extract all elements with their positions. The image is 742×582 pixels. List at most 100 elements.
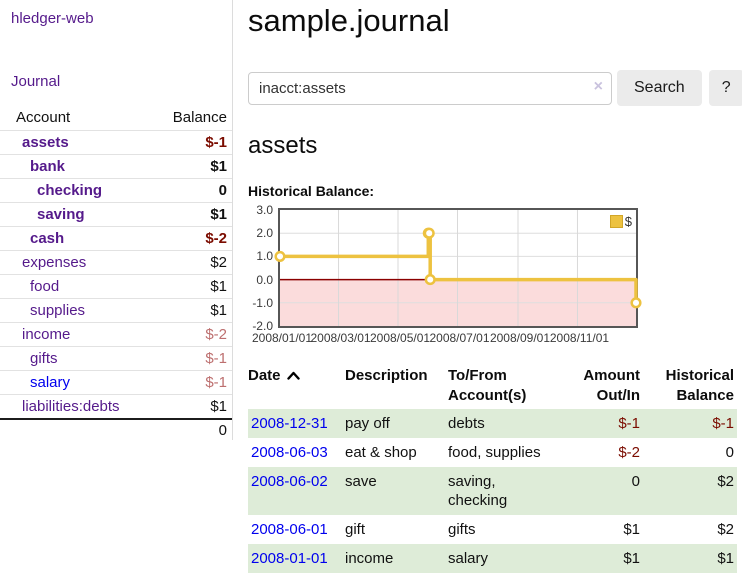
sidebar-account-balance: $-1 xyxy=(205,134,227,151)
column-header-date[interactable]: Date xyxy=(248,364,345,409)
register-row: 2008-06-02 save saving, checking 0 $2 xyxy=(248,467,737,515)
date-cell: 2008-12-31 xyxy=(248,409,345,438)
register-row: 2008-06-03 eat & shop food, supplies $-2 0 xyxy=(248,438,737,467)
x-axis-tick-label: 2008/11/01 xyxy=(549,331,610,345)
historical-balance-chart: 3.0 2.0 1.0 0.0 -1.0 -2.0 $ 2008/01/01 2008/03… xyxy=(248,203,742,345)
sidebar-account-balance: $1 xyxy=(210,278,227,295)
x-axis-tick-label: 2008/01/01 xyxy=(251,331,313,345)
y-axis-tick-label: 1.0 xyxy=(256,249,273,264)
register-row: 2008-01-01 income salary $1 $1 xyxy=(248,544,737,573)
help-button[interactable]: ? xyxy=(708,70,742,106)
sidebar-account-row: assets $-1 xyxy=(0,130,232,154)
sidebar-account-link[interactable]: income xyxy=(22,326,71,343)
y-axis-tick-label: 0.0 xyxy=(256,272,273,287)
sidebar-account-link[interactable]: checking xyxy=(37,182,103,199)
balance-column-header: Balance xyxy=(172,109,227,126)
column-header-description[interactable]: Description xyxy=(345,367,428,384)
amount-cell: $-1 xyxy=(618,415,640,432)
date-cell: 2008-01-01 xyxy=(248,544,345,573)
sidebar-account-link[interactable]: assets xyxy=(22,134,69,151)
chart-label: Historical Balance: xyxy=(248,183,375,199)
y-axis-tick-label: 2.0 xyxy=(256,226,273,241)
date-cell: 2008-06-01 xyxy=(248,515,345,544)
account-heading: assets xyxy=(248,132,318,159)
sidebar-account-balance: $-2 xyxy=(205,230,227,247)
balance-cell: $2 xyxy=(717,521,734,538)
sort-asc-icon xyxy=(286,371,300,380)
sidebar-item-journal[interactable]: Journal xyxy=(11,73,61,90)
accounts-table: Account Balance assets $-1 bank $1 checking 0… xyxy=(0,107,232,440)
x-axis-tick-label: 2008/05/01 xyxy=(369,331,431,345)
amount-cell: $1 xyxy=(623,521,640,538)
sidebar-account-row: expenses $2 xyxy=(0,250,232,274)
column-header-to-from-account-s[interactable]: To/From Account(s) xyxy=(448,367,527,404)
search-input-wrap: × xyxy=(248,71,612,105)
transaction-date-link[interactable]: 2008-06-01 xyxy=(251,521,328,538)
sidebar-account-balance: $2 xyxy=(210,254,227,271)
sidebar-account-link[interactable]: cash xyxy=(30,230,65,247)
transaction-date-link[interactable]: 2008-12-31 xyxy=(251,415,328,432)
amount-cell: 0 xyxy=(631,473,640,490)
sidebar-account-row: salary $-1 xyxy=(0,370,232,394)
balance-cell: $2 xyxy=(717,473,734,490)
date-cell: 2008-06-03 xyxy=(248,438,345,467)
sidebar-account-row: bank $1 xyxy=(0,154,232,178)
legend-swatch xyxy=(609,215,623,228)
app-title-link[interactable]: hledger-web xyxy=(11,10,94,27)
sidebar-account-row: liabilities:debts $1 xyxy=(0,394,232,418)
balance-cell: $1 xyxy=(717,550,734,567)
search-form: × Search ? xyxy=(248,70,742,106)
register-header-row: Date Description To/From Account(s) Amount … xyxy=(248,364,737,409)
date-cell: 2008-06-02 xyxy=(248,467,345,515)
accounts-cell: saving, checking xyxy=(448,473,508,509)
register-table: Date Description To/From Account(s) Amount … xyxy=(248,364,737,573)
x-axis-tick-label: 2008/03/01 xyxy=(310,331,371,345)
sidebar-account-balance: $-2 xyxy=(205,326,227,343)
register-row: 2008-06-01 gift gifts $1 $2 xyxy=(248,515,737,544)
account-column-header: Account xyxy=(16,109,71,126)
sidebar-account-row: saving $1 xyxy=(0,202,232,226)
sidebar-account-balance: $-1 xyxy=(205,374,227,391)
sidebar-account-link[interactable]: salary xyxy=(30,374,71,391)
sidebar-account-link[interactable]: saving xyxy=(37,206,85,223)
column-header-amount-out-in[interactable]: Amount Out/In xyxy=(583,367,640,404)
sidebar-account-balance: $1 xyxy=(210,302,227,319)
sidebar-account-link[interactable]: liabilities:debts xyxy=(22,398,120,415)
amount-cell: $1 xyxy=(623,550,640,567)
chart-legend: $ xyxy=(609,214,632,229)
chart-canvas xyxy=(274,210,642,326)
clear-search-icon[interactable]: × xyxy=(593,77,603,95)
description-cell: income xyxy=(345,550,394,567)
sidebar-account-row: checking 0 xyxy=(0,178,232,202)
x-axis-tick-label: 2008/09/01 xyxy=(489,331,550,345)
accounts-table-header: Account Balance xyxy=(0,107,232,130)
legend-label: $ xyxy=(624,214,632,229)
x-axis-tick-label: 2008/07/01 xyxy=(429,331,490,345)
sidebar-account-balance: 0 xyxy=(218,182,227,199)
sidebar-accounts-body: assets $-1 bank $1 checking 0 saving $1 cash $-2 e… xyxy=(0,130,232,418)
sidebar: hledger-web Journal Account Balance asse… xyxy=(0,0,233,440)
sidebar-account-link[interactable]: expenses xyxy=(22,254,87,271)
sidebar-account-link[interactable]: bank xyxy=(30,158,66,175)
column-header-historical-balance[interactable]: Historical Balance xyxy=(665,367,734,404)
balance-cell: $-1 xyxy=(712,415,734,432)
accounts-cell: salary xyxy=(448,550,489,567)
accounts-cell: gifts xyxy=(448,521,476,538)
transaction-date-link[interactable]: 2008-01-01 xyxy=(251,550,328,567)
search-input[interactable] xyxy=(248,71,612,105)
sidebar-account-link[interactable]: supplies xyxy=(30,302,86,319)
y-axis-tick-label: 3.0 xyxy=(256,203,273,217)
sidebar-account-link[interactable]: gifts xyxy=(30,350,58,367)
sidebar-account-row: income $-2 xyxy=(0,322,232,346)
y-axis-tick-label: -2.0 xyxy=(252,319,273,333)
main-content: sample.journal × Search ? assets Histori… xyxy=(233,0,742,573)
sidebar-account-balance: $-1 xyxy=(205,350,227,367)
transaction-date-link[interactable]: 2008-06-02 xyxy=(251,473,328,490)
accounts-total-value: 0 xyxy=(218,421,227,439)
sidebar-account-balance: $1 xyxy=(210,206,227,223)
transaction-date-link[interactable]: 2008-06-03 xyxy=(251,444,328,461)
amount-cell: $-2 xyxy=(618,444,640,461)
sidebar-account-row: gifts $-1 xyxy=(0,346,232,370)
sidebar-account-link[interactable]: food xyxy=(30,278,60,295)
search-button[interactable]: Search xyxy=(617,70,702,106)
